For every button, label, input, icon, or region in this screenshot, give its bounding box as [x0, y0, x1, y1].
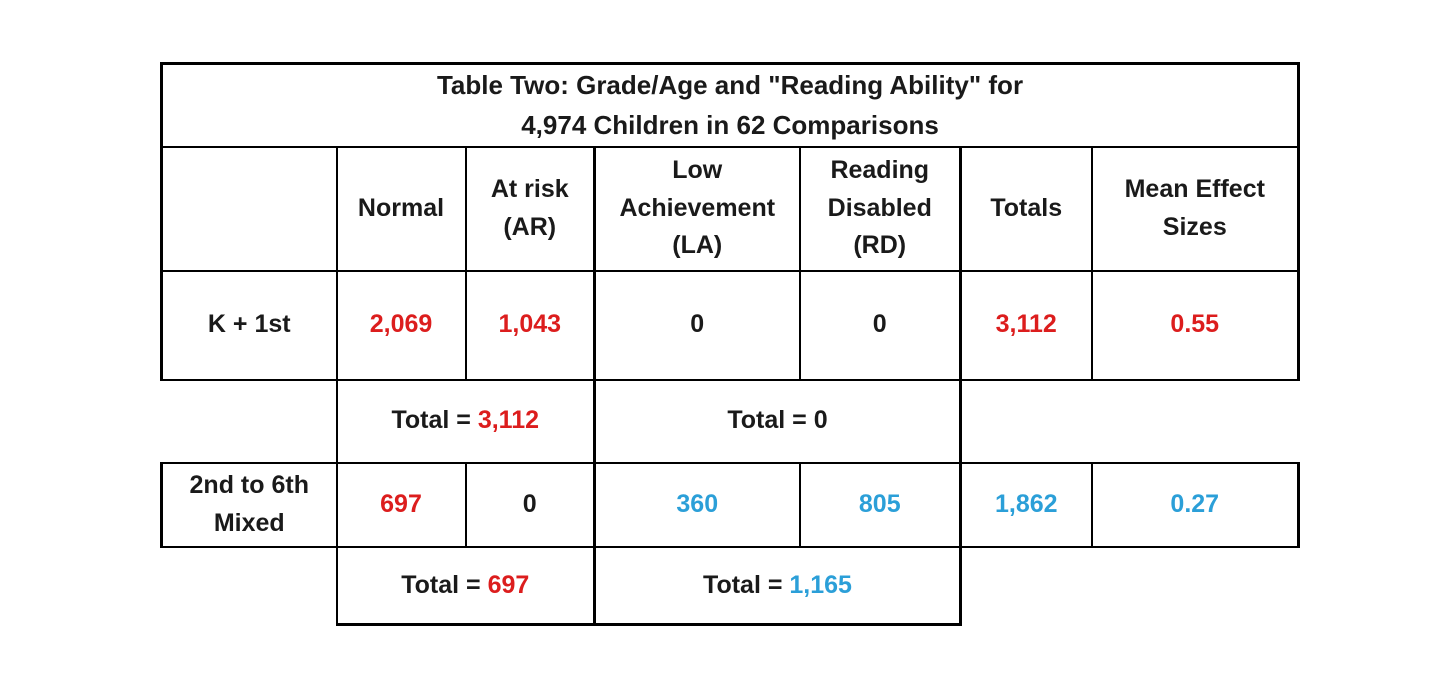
subtotal-value: 1,165	[789, 570, 852, 599]
table-title-line1: Table Two: Grade/Age and "Reading Abilit…	[436, 70, 1024, 100]
header-totals: Totals	[959, 145, 1093, 272]
header-reading-disabled: Reading Disabled (RD)	[798, 145, 962, 272]
cell-k1-at-risk: 1,043	[464, 269, 596, 381]
subtotal-prefix: Total =	[703, 570, 790, 599]
subtotal-mixed-normal-ar: Total = 697	[335, 545, 596, 627]
row-label-k1: K + 1st	[160, 269, 338, 381]
header-low-achievement: Low Achievement (LA)	[593, 145, 801, 272]
spacer-cell	[961, 547, 1092, 625]
header-at-risk: At risk (AR)	[464, 145, 596, 272]
table-title: Table Two: Grade/Age and "Reading Abilit…	[159, 61, 1301, 148]
cell-k1-mean-effect: 0.55	[1090, 269, 1301, 381]
cell-mixed-reading-disabled: 805	[798, 461, 962, 548]
cell-mixed-low-achievement: 360	[593, 461, 801, 548]
table-row: 2nd to 6th Mixed 697 0 360 805 1,862 0.2…	[160, 461, 1301, 548]
spacer-cell	[1092, 547, 1299, 625]
header-mean-effect-sizes: Mean Effect Sizes	[1090, 145, 1301, 272]
subtotal-value: 697	[487, 570, 530, 599]
spacer-cell	[961, 380, 1092, 463]
subtotal-prefix: Total =	[391, 406, 478, 435]
cell-k1-totals: 3,112	[959, 269, 1093, 381]
table-row: Total = 697 Total = 1,165	[162, 545, 1299, 627]
row-label-mixed: 2nd to 6th Mixed	[160, 461, 338, 548]
cell-k1-low-achievement: 0	[593, 269, 801, 381]
table-row: Total = 3,112 Total = 0	[162, 378, 1299, 464]
subtotal-value: 0	[813, 406, 828, 435]
subtotal-k1-normal-ar: Total = 3,112	[335, 378, 596, 464]
cell-mixed-at-risk: 0	[464, 461, 596, 548]
reading-ability-table: Table Two: Grade/Age and "Reading Abilit…	[159, 61, 1301, 627]
table-row: K + 1st 2,069 1,043 0 0 3,112 0.55	[160, 269, 1301, 381]
subtotal-prefix: Total =	[727, 406, 814, 435]
cell-mixed-totals: 1,862	[959, 461, 1093, 548]
header-normal: Normal	[335, 145, 467, 272]
cell-k1-normal: 2,069	[335, 269, 467, 381]
subtotal-mixed-la-rd: Total = 1,165	[593, 545, 962, 627]
subtotal-k1-la-rd: Total = 0	[593, 378, 962, 464]
subtotal-prefix: Total =	[401, 570, 488, 599]
subtotal-value: 3,112	[477, 406, 540, 435]
table-title-line2: 4,974 Children in 62 Comparisons	[521, 110, 939, 141]
cell-mixed-normal: 697	[335, 461, 467, 548]
spacer-cell	[1092, 380, 1299, 463]
cell-k1-reading-disabled: 0	[798, 269, 962, 381]
header-empty	[160, 145, 338, 272]
cell-mixed-mean-effect: 0.27	[1090, 461, 1301, 548]
spacer-cell	[162, 380, 337, 463]
spacer-cell	[162, 547, 337, 625]
